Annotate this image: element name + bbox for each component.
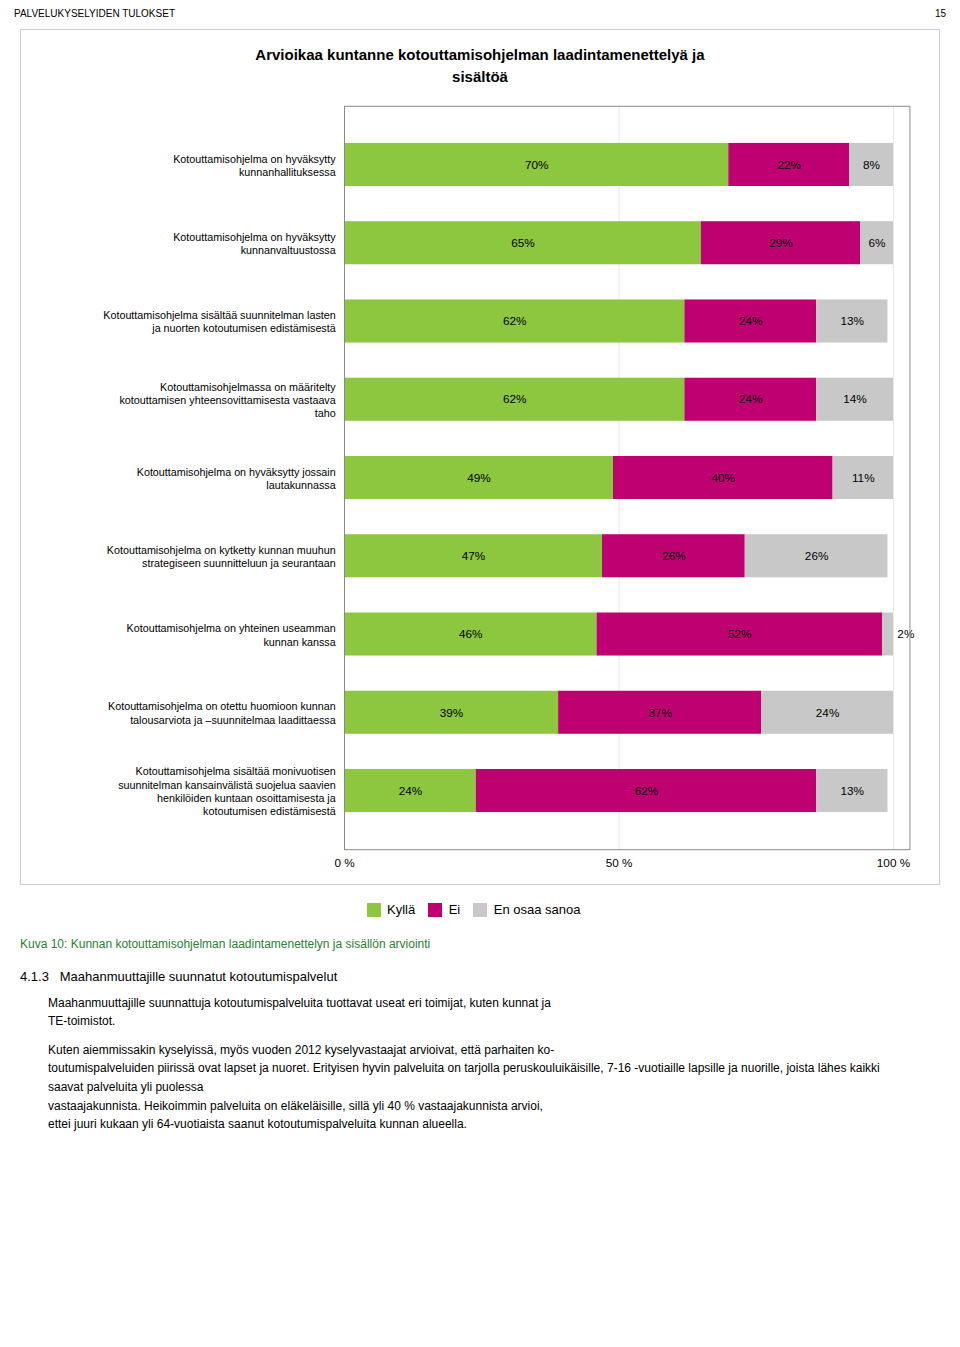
svg-text:0 %: 0 %	[334, 855, 354, 868]
svg-text:Kotouttamisohjelma sisältää mo: Kotouttamisohjelma sisältää monivuotisen…	[118, 765, 336, 817]
svg-text:62%: 62%	[635, 783, 658, 796]
svg-text:65%: 65%	[511, 235, 534, 248]
svg-text:52%: 52%	[728, 627, 751, 640]
svg-text:13%: 13%	[841, 314, 864, 327]
svg-text:40%: 40%	[712, 470, 735, 483]
svg-text:62%: 62%	[503, 392, 526, 405]
html-text:Kuva 10: Kunnan kotouttamisohj: Kuva 10: Kunnan kotouttamisohjelman laad…	[20, 936, 431, 951]
svg-text:Kotouttamisohjelma on yhteinen: Kotouttamisohjelma on yhteinen useammank…	[127, 622, 336, 647]
svg-text:Kotouttamisohjelma on hyväksyt: Kotouttamisohjelma on hyväksyttykunnanva…	[173, 230, 336, 255]
svg-text:Kotouttamisohjelma on hyväksyt: Kotouttamisohjelma on hyväksyttykunnanha…	[173, 152, 336, 177]
html-text:Kyllä: Kyllä	[387, 902, 416, 918]
html-text:Maahanmuuttajille suunnattuja: Maahanmuuttajille suunnattuja kotoutumis…	[48, 995, 551, 1029]
svg-text:24%: 24%	[816, 705, 839, 718]
svg-text:62%: 62%	[503, 314, 526, 327]
svg-text:26%: 26%	[662, 549, 685, 562]
svg-text:24%: 24%	[399, 783, 422, 796]
svg-text:49%: 49%	[467, 470, 490, 483]
svg-text:50 %: 50 %	[606, 855, 633, 868]
html-text:15: 15	[934, 8, 946, 19]
svg-text:13%: 13%	[841, 783, 864, 796]
html-text:Ei: Ei	[448, 902, 461, 918]
html-text:Arvioikaa kuntanne kotouttamis: Arvioikaa kuntanne kotouttamisohjelman l…	[255, 46, 705, 85]
svg-text:70%: 70%	[525, 157, 548, 170]
svg-text:29%: 29%	[769, 235, 792, 248]
svg-text:39%: 39%	[440, 705, 463, 718]
svg-text:24%: 24%	[739, 314, 762, 327]
svg-text:24%: 24%	[739, 392, 762, 405]
html-text:En osaa sanoa: En osaa sanoa	[493, 902, 581, 918]
html-text:PALVELUKYSELYIDEN TULOKSET: PALVELUKYSELYIDEN TULOKSET	[14, 8, 175, 19]
svg-text:8%: 8%	[863, 157, 880, 170]
svg-text:Kotouttamisohjelma on otettu h: Kotouttamisohjelma on otettu huomioon ku…	[108, 700, 336, 725]
svg-text:6%: 6%	[869, 235, 886, 248]
svg-text:22%: 22%	[777, 157, 800, 170]
svg-text:Kotouttamisohjelma on hyväksyt: Kotouttamisohjelma on hyväksytty jossain…	[137, 465, 336, 490]
svg-text:Kotouttamisohjelma sisältää su: Kotouttamisohjelma sisältää suunnitelman…	[103, 309, 335, 334]
svg-text:46%: 46%	[459, 627, 482, 640]
svg-text:Kotouttamisohjelmassa on määri: Kotouttamisohjelmassa on määriteltykotou…	[119, 380, 336, 419]
svg-text:14%: 14%	[843, 392, 866, 405]
svg-text:2%: 2%	[897, 627, 914, 640]
svg-text:37%: 37%	[648, 705, 671, 718]
html-text:4.1.3 Maahanmuuttajille suunna: 4.1.3 Maahanmuuttajille suunnatut kotout…	[20, 968, 338, 984]
html-text:Kuten aiemmissakin kyselyissä,: Kuten aiemmissakin kyselyissä, myös vuod…	[48, 1042, 880, 1132]
svg-text:11%: 11%	[852, 470, 875, 483]
svg-text:26%: 26%	[805, 549, 828, 562]
svg-text:100 %: 100 %	[877, 855, 910, 868]
svg-text:47%: 47%	[462, 549, 485, 562]
svg-text:Kotouttamisohjelma on kytketty: Kotouttamisohjelma on kytketty kunnan mu…	[107, 543, 336, 568]
